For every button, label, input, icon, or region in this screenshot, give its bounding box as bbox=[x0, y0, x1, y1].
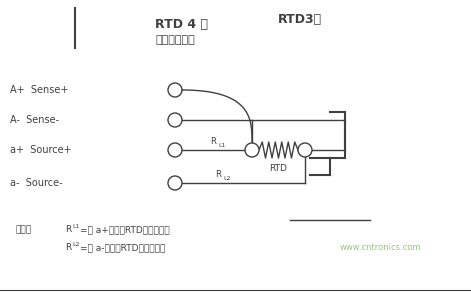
Text: A+  Sense+: A+ Sense+ bbox=[10, 85, 68, 95]
Text: =从 a+端子到RTD的导线电阻: =从 a+端子到RTD的导线电阻 bbox=[80, 225, 170, 234]
Text: R: R bbox=[210, 137, 216, 146]
Text: A-  Sense-: A- Sense- bbox=[10, 115, 59, 125]
Text: L2: L2 bbox=[72, 242, 80, 248]
Text: 注意：: 注意： bbox=[15, 225, 31, 234]
Text: R: R bbox=[215, 170, 221, 179]
Text: www.cntronics.com: www.cntronics.com bbox=[340, 244, 422, 253]
Circle shape bbox=[245, 143, 259, 157]
Text: （精度最高）: （精度最高） bbox=[155, 35, 195, 45]
Text: L1: L1 bbox=[72, 225, 80, 229]
Text: a-  Source-: a- Source- bbox=[10, 178, 63, 188]
Text: L1: L1 bbox=[218, 143, 226, 148]
Text: L2: L2 bbox=[223, 176, 230, 181]
Text: RTD: RTD bbox=[269, 164, 287, 173]
Text: a+  Source+: a+ Source+ bbox=[10, 145, 72, 155]
Text: RTD3线: RTD3线 bbox=[278, 13, 322, 26]
Text: R: R bbox=[65, 244, 71, 253]
Text: RTD 4 线: RTD 4 线 bbox=[155, 18, 208, 31]
Circle shape bbox=[298, 143, 312, 157]
Text: R: R bbox=[65, 225, 71, 234]
Text: =从 a-端子到RTD的导线电阻: =从 a-端子到RTD的导线电阻 bbox=[80, 244, 165, 253]
